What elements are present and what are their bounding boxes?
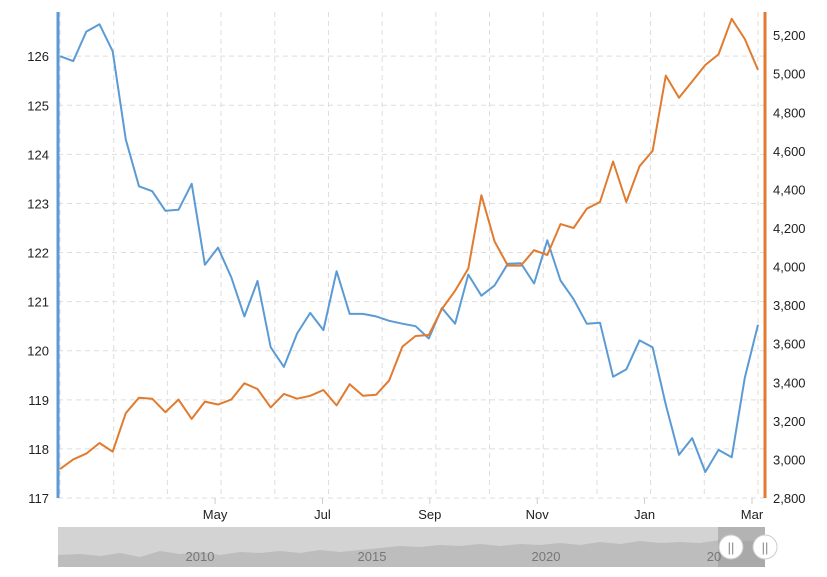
navigator-year-label: 20 xyxy=(707,549,721,564)
x-tick-label: May xyxy=(203,507,228,522)
right-tick-label: 3,000 xyxy=(773,452,806,467)
left-tick-label: 118 xyxy=(28,442,49,457)
x-tick-label: Jan xyxy=(634,507,655,522)
right-tick-label: 4,400 xyxy=(773,182,806,197)
right-tick-label: 4,800 xyxy=(773,105,806,120)
navigator-handle-right-grip: || xyxy=(762,540,769,555)
navigator-year-label: 2020 xyxy=(532,549,561,564)
left-tick-label: 126 xyxy=(27,49,49,64)
left-tick-label: 117 xyxy=(28,491,49,506)
x-axis-ticks: May Jul Sep Nov Jan Mar xyxy=(203,498,764,522)
right-tick-label: 5,000 xyxy=(773,67,806,82)
navigator-labels: 2010 2015 2020 20 xyxy=(186,549,722,564)
left-tick-label: 125 xyxy=(27,98,49,113)
right-tick-label: 4,600 xyxy=(773,144,806,159)
right-tick-label: 3,800 xyxy=(773,298,806,313)
left-tick-label: 121 xyxy=(27,295,49,310)
navigator-year-label: 2015 xyxy=(358,549,387,564)
right-y-axis-ticks: 2,800 3,000 3,200 3,400 3,600 3,800 4,000 4,200… xyxy=(773,28,806,506)
right-tick-label: 3,400 xyxy=(773,375,806,390)
grid-lines xyxy=(58,12,765,499)
x-tick-label: Mar xyxy=(741,507,764,522)
left-tick-label: 123 xyxy=(27,196,49,211)
right-tick-label: 3,200 xyxy=(773,414,806,429)
range-navigator[interactable]: 2010 2015 2020 20 || || xyxy=(58,527,778,567)
x-tick-label: Jul xyxy=(314,507,331,522)
right-tick-label: 3,600 xyxy=(773,337,806,352)
left-tick-label: 120 xyxy=(27,344,49,359)
x-tick-label: Nov xyxy=(526,507,550,522)
left-y-axis-ticks: 117 118 119 120 121 122 123 124 125 126 xyxy=(27,49,49,506)
right-tick-label: 5,200 xyxy=(773,28,806,43)
series-line-left xyxy=(59,23,759,473)
x-tick-label: Sep xyxy=(418,507,441,522)
series-lines xyxy=(59,17,759,473)
left-tick-label: 124 xyxy=(27,147,49,162)
navigator-handle-left-grip: || xyxy=(728,540,735,555)
navigator-handle-left[interactable] xyxy=(718,534,744,560)
navigator-handle-right[interactable] xyxy=(752,534,778,560)
navigator-area xyxy=(58,540,765,567)
right-tick-label: 2,800 xyxy=(773,491,806,506)
right-tick-label: 4,200 xyxy=(773,221,806,236)
left-tick-label: 119 xyxy=(28,393,49,408)
navigator-year-label: 2010 xyxy=(186,549,215,564)
right-tick-label: 4,000 xyxy=(773,260,806,275)
series-line-right xyxy=(59,17,759,470)
left-tick-label: 122 xyxy=(27,246,49,261)
